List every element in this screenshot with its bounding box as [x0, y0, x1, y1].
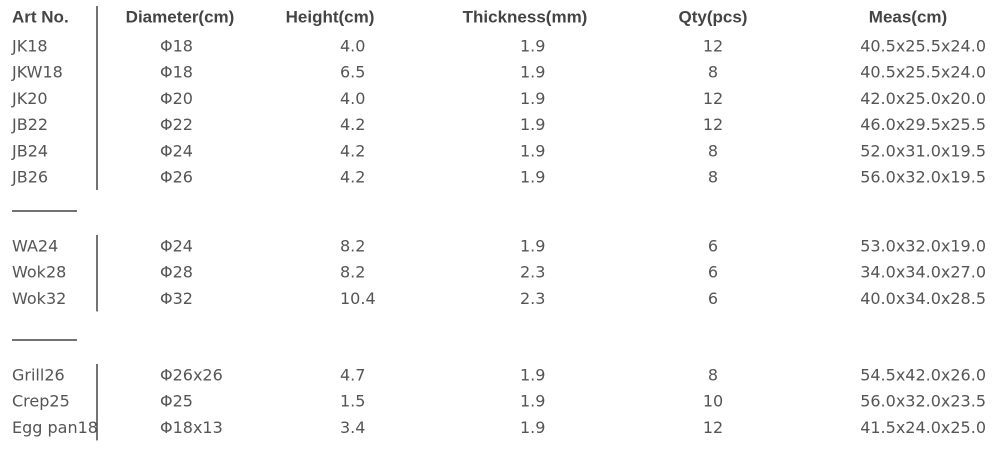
cell: 8: [708, 141, 718, 160]
cell: 3.4: [340, 418, 365, 437]
cell: 1.9: [520, 89, 545, 108]
cell: Φ26: [160, 168, 193, 187]
cell: 6: [708, 263, 718, 282]
art-no: Grill26: [12, 366, 65, 385]
cell: 8.2: [340, 237, 365, 256]
cell: 46.0x29.5x25.5: [860, 115, 986, 134]
cell: 4.0: [340, 89, 365, 108]
art-no: JK18: [11, 37, 48, 56]
cell: 42.0x25.0x20.0: [860, 89, 986, 108]
cell: 40.0x34.0x28.5: [860, 289, 986, 308]
cell: Φ32: [160, 289, 193, 308]
cell: 4.0: [340, 37, 365, 56]
cell: Φ20: [160, 89, 193, 108]
art-no: JKW18: [11, 63, 63, 82]
art-no: Crep25: [12, 392, 70, 411]
header-cell: Thickness(mm): [463, 7, 588, 26]
cell: 12: [703, 115, 723, 134]
cell: 56.0x32.0x23.5: [860, 392, 986, 411]
cell: 54.5x42.0x26.0: [860, 366, 986, 385]
cell: 6.5: [340, 63, 365, 82]
art-no: JK20: [11, 89, 48, 108]
cell: 1.9: [520, 63, 545, 82]
cell: 12: [703, 37, 723, 56]
art-no: Egg pan18: [12, 418, 98, 437]
cell: 1.9: [520, 37, 545, 56]
art-no: JB24: [11, 141, 48, 160]
art-no: JB22: [11, 115, 48, 134]
cell: 8: [708, 168, 718, 187]
cell: 12: [703, 418, 723, 437]
cell: 1.9: [520, 237, 545, 256]
cell: 1.9: [520, 115, 545, 134]
cell: Φ22: [160, 115, 193, 134]
cell: 1.9: [520, 392, 545, 411]
cell: Φ26x26: [160, 366, 223, 385]
art-no: Wok28: [12, 263, 66, 282]
cell: 1.9: [520, 418, 545, 437]
cell: 40.5x25.5x24.0: [860, 63, 986, 82]
cell: 34.0x34.0x27.0: [860, 263, 986, 282]
cell: 10: [703, 392, 723, 411]
cell: Φ18: [160, 37, 193, 56]
cell: Φ28: [160, 263, 193, 282]
cell: Φ24: [160, 141, 193, 160]
header-cell: Qty(pcs): [679, 7, 748, 26]
cell: 53.0x32.0x19.0: [860, 237, 986, 256]
cell: 1.5: [340, 392, 365, 411]
cell: 6: [708, 289, 718, 308]
cell: 8.2: [340, 263, 365, 282]
cell: Φ25: [160, 392, 193, 411]
cell: 10.4: [340, 289, 376, 308]
header-cell: Art No.: [12, 7, 69, 26]
cell: 1.9: [520, 168, 545, 187]
art-no: WA24: [12, 237, 58, 256]
cell: 2.3: [520, 263, 545, 282]
cell: Φ18x13: [160, 418, 223, 437]
cell: 12: [703, 89, 723, 108]
cell: Φ18: [160, 63, 193, 82]
cell: 8: [708, 63, 718, 82]
cell: 1.9: [520, 366, 545, 385]
cell: 4.2: [340, 115, 365, 134]
cell: 4.2: [340, 141, 365, 160]
cell: 4.2: [340, 168, 365, 187]
header-cell: Height(cm): [286, 7, 375, 26]
cell: 41.5x24.0x25.0: [860, 418, 986, 437]
cell: Φ24: [160, 237, 193, 256]
art-no: JB26: [11, 168, 48, 187]
cell: 1.9: [520, 141, 545, 160]
cell: 4.7: [340, 366, 365, 385]
cell: 40.5x25.5x24.0: [860, 37, 986, 56]
cell: 2.3: [520, 289, 545, 308]
art-no: Wok32: [12, 289, 66, 308]
cell: 8: [708, 366, 718, 385]
cell: 52.0x31.0x19.5: [860, 141, 986, 160]
cell: 56.0x32.0x19.5: [860, 168, 986, 187]
cell: 6: [708, 237, 718, 256]
header-cell: Meas(cm): [869, 7, 947, 26]
header-cell: Diameter(cm): [126, 7, 235, 26]
